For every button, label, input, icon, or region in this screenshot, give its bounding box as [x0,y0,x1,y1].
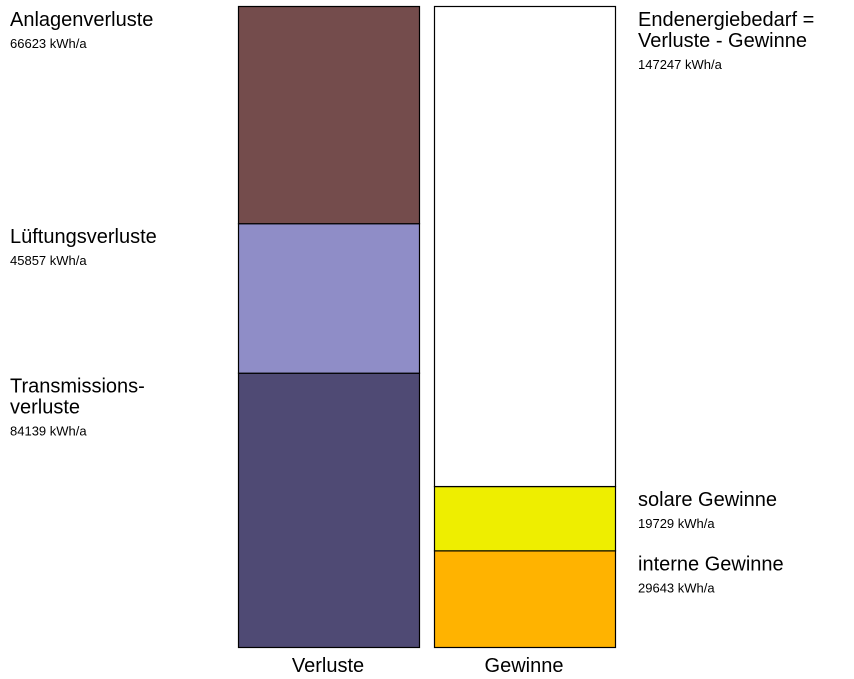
bar-segment-solare-gewinne [433,485,617,552]
segment-label-transmissions-verluste: Transmissions- [10,376,145,398]
bar-segment-interne-gewinne [433,550,617,649]
bar-segment-anlagenverluste [237,5,421,225]
labels-layer: Transmissions-verluste 84139 kWh/a Lüftung… [10,9,814,595]
segment-label-anlagenverluste: Anlagenverluste [10,9,153,31]
segment-value-endenergiebedarf-verluste-gewinne: 147247 kWh/a [638,57,723,72]
segment-label-endenergiebedarf-verluste-gewinne-line-2: Verluste - Gewinne [638,30,807,52]
segment-value-interne-gewinne: 29643 kWh/a [638,580,715,595]
segment-value-lueftungsverluste: 45857 kWh/a [10,253,87,268]
segment-value-transmissions-verluste: 84139 kWh/a [10,424,87,439]
segment-label-solare-gewinne: solare Gewinne [638,489,777,511]
segment-label-transmissions-verluste-line-2: verluste [10,397,80,419]
bar-segment-endenergiebedarf-verluste-gewinne [433,5,617,488]
segment-label-interne-gewinne: interne Gewinne [638,553,784,575]
bar-segment-transmissions-verluste [237,372,421,649]
category-axis: Verluste Gewinne [292,655,564,677]
bars-layer [237,5,617,649]
segment-value-solare-gewinne: 19729 kWh/a [638,516,715,531]
category-label-verluste: Verluste [292,655,364,677]
bar-segment-lueftungsverluste [237,223,421,374]
segment-label-endenergiebedarf-verluste-gewinne: Endenergiebedarf = [638,9,814,31]
segment-value-anlagenverluste: 66623 kWh/a [10,36,87,51]
segment-label-lueftungsverluste: Lüftungsverluste [10,226,157,248]
category-label-gewinne: Gewinne [485,655,564,677]
